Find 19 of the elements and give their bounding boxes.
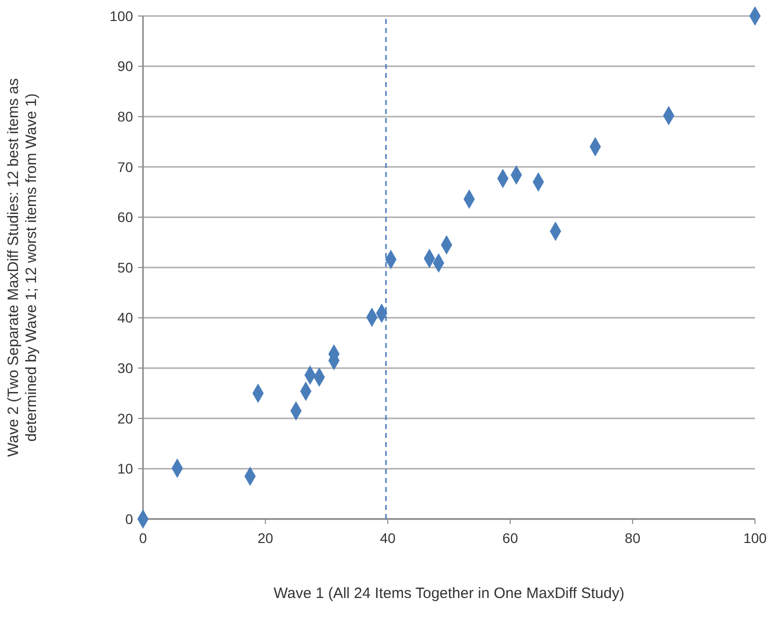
x-tick-label: 20 <box>258 530 274 546</box>
y-tick-label: 100 <box>110 8 134 24</box>
y-tick-label: 60 <box>117 209 134 226</box>
x-axis-title: Wave 1 (All 24 Items Together in One MaxDiff Study) <box>274 585 624 602</box>
y-tick-label: 50 <box>117 259 134 276</box>
y-tick-label: 90 <box>117 58 134 74</box>
y-axis-title: Wave 2 (Two Separate MaxDiff Studies: 12 best items as determined by Wave 1; 12 worst items from Wave 1) <box>5 78 40 457</box>
y-tick-label: 0 <box>125 510 134 527</box>
x-tick-label: 60 <box>502 530 518 546</box>
y-tick-label: 40 <box>117 310 134 326</box>
y-tick-label: 10 <box>117 460 134 477</box>
x-tick-label: 40 <box>380 530 396 546</box>
x-tick-label: 80 <box>624 530 641 546</box>
y-tick-label: 20 <box>117 410 134 426</box>
y-tick-label: 30 <box>117 360 134 376</box>
y-tick-label: 70 <box>117 158 134 175</box>
y-tick-label: 80 <box>117 108 134 124</box>
x-tick-label: 100 <box>743 530 767 546</box>
x-tick-label: 0 <box>139 530 148 546</box>
